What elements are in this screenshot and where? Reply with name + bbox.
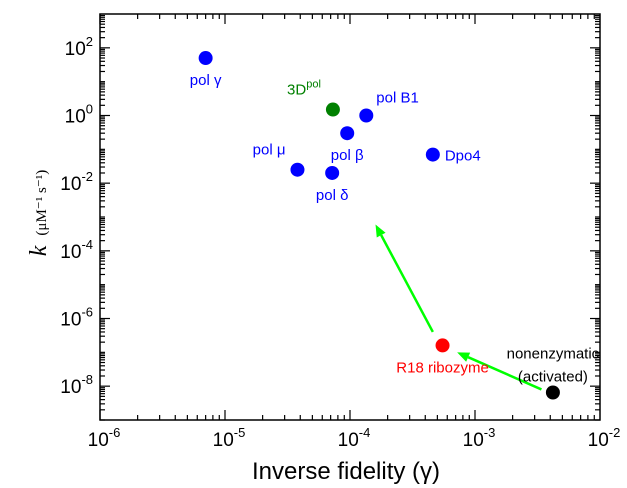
point-label: nonenzymatic	[507, 345, 600, 362]
y-tick-label: 100	[65, 102, 93, 128]
point-labels: pol γ 3Dpol pol B1 pol β pol μ pol δ Dpo4 R18 r…	[190, 72, 600, 385]
data-point	[359, 108, 374, 123]
data-point	[435, 338, 450, 353]
arrow-head	[375, 224, 386, 238]
x-tick-label: 10-4	[338, 425, 371, 451]
point-label: 3Dpol	[287, 79, 321, 99]
point-label-line2: (activated)	[518, 368, 588, 385]
data-point	[545, 385, 560, 400]
x-tick-label: 10-3	[463, 425, 496, 451]
point-label: Dpo4	[445, 148, 481, 165]
x-axis-label: Inverse fidelity (γ)	[252, 458, 440, 485]
point-label: pol γ	[190, 72, 222, 89]
data-point	[325, 165, 340, 180]
arrows	[375, 224, 542, 391]
arrow-head	[457, 352, 471, 362]
data-point	[325, 102, 340, 117]
axis-ticks	[99, 14, 600, 421]
arrow-line	[380, 234, 434, 333]
x-tick-labels: 10-6 10-5 10-4 10-3 10-2	[88, 425, 621, 451]
y-tick-label: 10-2	[60, 169, 93, 195]
y-tick-label: 10-6	[60, 305, 93, 331]
y-axis-label-main: k	[26, 245, 52, 256]
y-tick-labels: 10-8 10-6 10-4 10-2 100 102	[60, 34, 93, 398]
y-axis-label-units: (μM⁻¹ s⁻¹)	[34, 170, 50, 236]
arrow-line	[467, 356, 542, 391]
x-tick-label: 10-5	[213, 425, 246, 451]
data-point	[340, 126, 355, 141]
data-point	[198, 51, 213, 66]
point-label: pol B1	[376, 90, 419, 107]
data-points	[198, 51, 560, 400]
x-tick-label: 10-2	[588, 425, 621, 451]
y-tick-label: 10-8	[60, 372, 93, 398]
y-axis-label: k (μM⁻¹ s⁻¹)	[26, 170, 52, 256]
point-label: pol μ	[253, 142, 286, 159]
y-tick-label: 10-4	[60, 237, 93, 263]
point-label: pol β	[331, 147, 364, 164]
y-tick-label: 102	[65, 34, 93, 60]
data-point	[290, 162, 305, 177]
x-tick-label: 10-6	[88, 425, 121, 451]
point-label: pol δ	[316, 187, 349, 204]
point-label: R18 ribozyme	[396, 359, 489, 376]
data-point	[425, 147, 440, 162]
